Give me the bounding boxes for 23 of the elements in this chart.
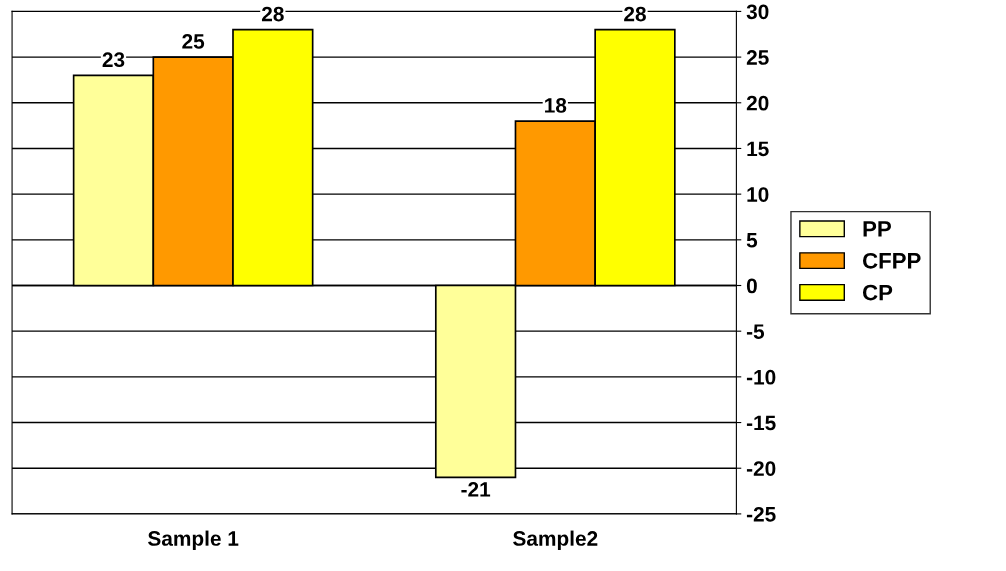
y-tick-label: 0 [746, 278, 757, 294]
x-tick-label: Sample2 [513, 530, 598, 550]
data-label: 28 [624, 6, 646, 22]
y-tick-label: 25 [746, 50, 769, 65]
data-label: 28 [261, 6, 284, 22]
y-tick-label: 30 [746, 4, 769, 20]
data-label: 23 [102, 52, 125, 68]
data-label: -21 [461, 482, 491, 497]
legend-label: CFPP [862, 252, 921, 269]
y-tick-label: 15 [747, 141, 769, 157]
y-tick-label: 20 [746, 95, 769, 111]
legend-label: PP [863, 221, 891, 237]
data-label: 18 [545, 98, 567, 113]
y-tick-label: -15 [746, 415, 776, 431]
data-label: 25 [182, 34, 205, 49]
y-tick-label: 10 [747, 187, 769, 202]
x-tick-label: Sample 1 [148, 530, 239, 550]
y-tick-label: 5 [746, 233, 758, 248]
y-tick-label: -25 [746, 506, 776, 522]
y-tick-label: -10 [746, 369, 776, 385]
y-tick-label: -20 [746, 461, 776, 476]
legend-label: CP [862, 284, 893, 301]
y-tick-label: -5 [746, 324, 765, 339]
